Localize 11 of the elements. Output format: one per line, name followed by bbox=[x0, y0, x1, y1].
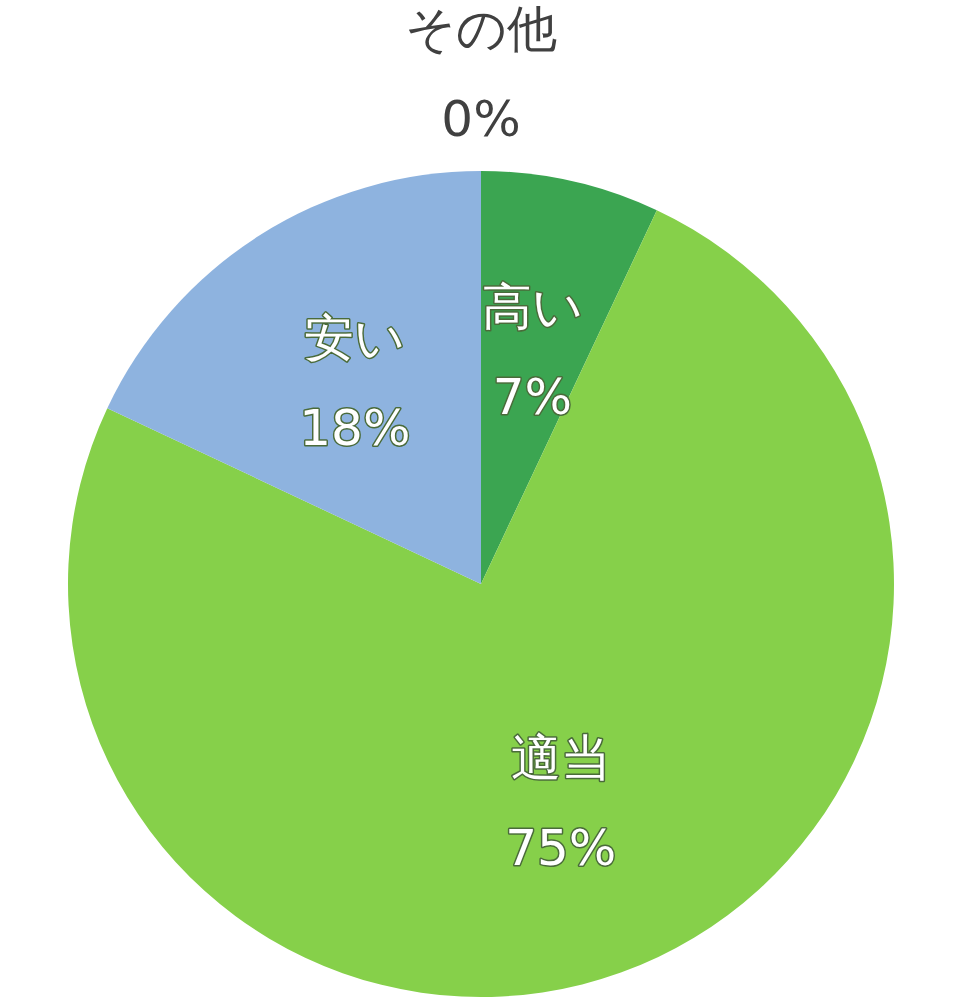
data-label: 7% bbox=[492, 367, 573, 426]
text: 0% bbox=[441, 89, 521, 148]
data-label: 75% bbox=[505, 818, 617, 877]
slice-label: 適当 bbox=[510, 728, 611, 787]
slice-label: 安い bbox=[304, 308, 406, 367]
slice-label: 高い bbox=[481, 277, 583, 336]
data-label: 18% bbox=[299, 398, 411, 457]
pie-slice bbox=[68, 210, 894, 997]
pie-slice bbox=[107, 171, 481, 584]
pie-slice bbox=[481, 171, 657, 584]
category-label: その他 bbox=[405, 0, 557, 58]
